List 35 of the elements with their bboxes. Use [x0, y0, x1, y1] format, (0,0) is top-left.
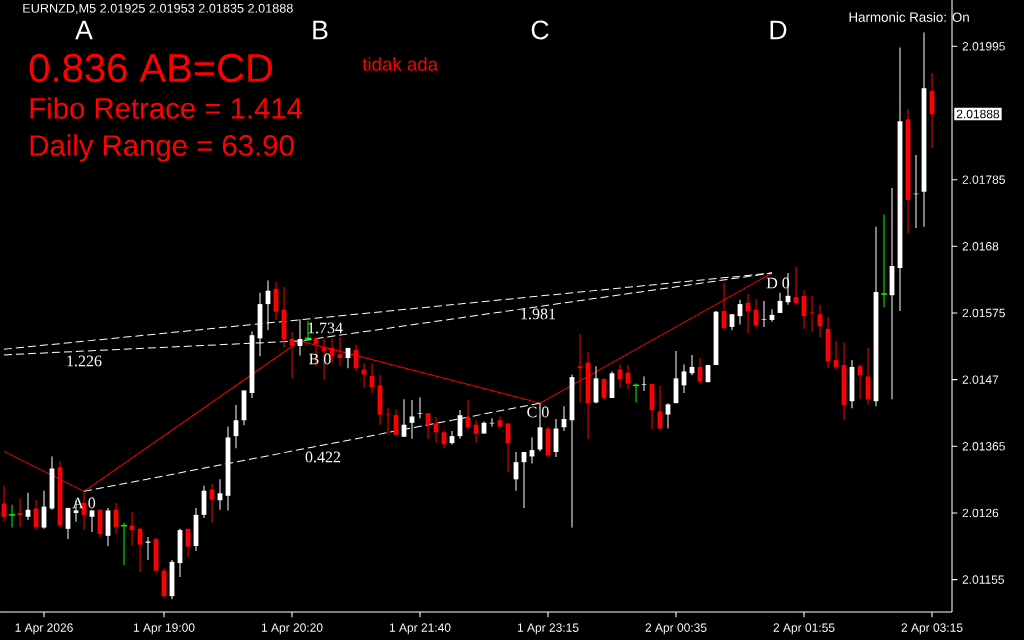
annotation: 1.226: [67, 355, 102, 367]
annotation: Daily Range = 63.90: [30, 134, 294, 162]
chart-title: EURNZD,M5 2.01925 2.01953 2.01835 2.01888: [23, 3, 293, 15]
annotation: 0.422: [305, 451, 341, 463]
annotation: B: [313, 20, 328, 40]
y-tick-label: 2.0147: [962, 375, 999, 384]
y-tick-label: 2.01155: [962, 575, 1005, 584]
annotation: Fibo Retrace = 1.414: [30, 97, 303, 119]
annotation: 1.734: [308, 322, 343, 334]
y-tick-label: 2.01785: [962, 175, 1005, 184]
y-tick-label: 2.0168: [962, 242, 999, 251]
x-tick-label: 1 Apr 2026: [15, 623, 73, 635]
annotation: 0.836 AB=CD: [29, 53, 272, 83]
annotation: D: [770, 20, 787, 40]
annotation: tidak ada: [362, 57, 439, 71]
x-tick-label: 1 Apr 19:00: [133, 623, 195, 635]
x-tick-label: 2 Apr 01:55: [773, 623, 835, 635]
x-tick-label: 1 Apr 20:20: [261, 623, 323, 635]
y-tick-label: 2.0126: [962, 508, 999, 518]
y-tick-label: 2.01995: [962, 42, 1005, 51]
y-tick-label: 2.01575: [962, 308, 1005, 318]
annotation: 1.981: [521, 308, 556, 320]
annotation: Harmonic Rasio: On: [849, 12, 969, 22]
x-tick-label: 1 Apr 23:15: [517, 623, 579, 635]
y-tick-label: 2.01365: [962, 442, 1005, 451]
x-tick-label: 2 Apr 03:15: [901, 623, 963, 635]
annotation: A 0: [72, 497, 96, 509]
annotation: D 0: [766, 277, 790, 289]
annotation: C: [531, 20, 549, 40]
x-tick-label: 1 Apr 21:40: [389, 623, 451, 635]
annotation: C 0: [527, 406, 549, 418]
x-tick-label: 2 Apr 00:35: [645, 623, 707, 635]
annotation: B 0: [309, 353, 331, 365]
text: 2.01888: [956, 109, 1000, 119]
annotation: A: [75, 20, 93, 40]
